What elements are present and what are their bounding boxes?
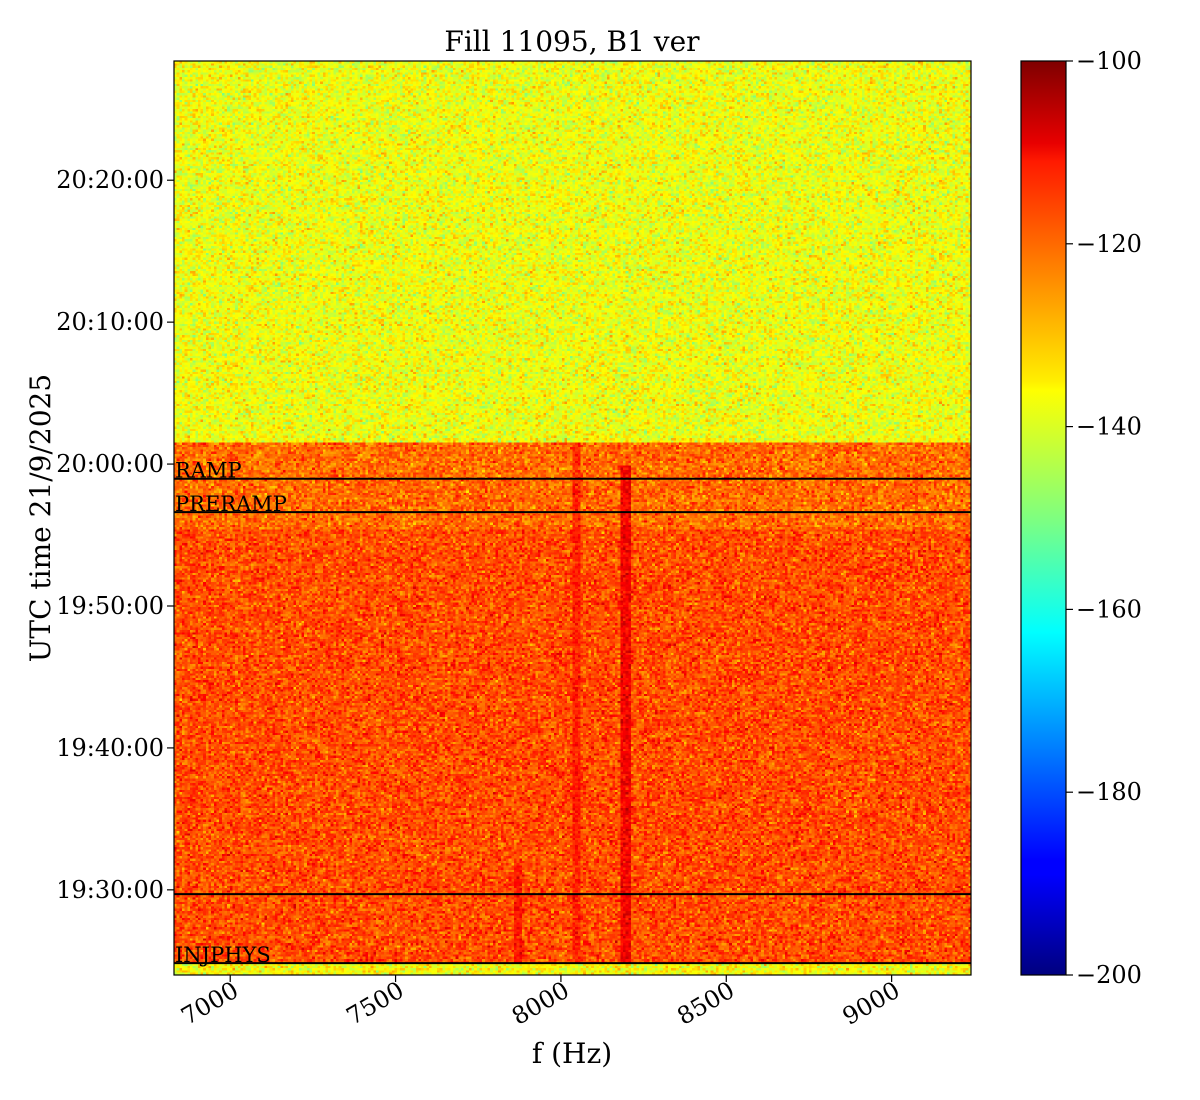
- x-tick-label: 8500: [672, 976, 739, 1031]
- colorbar-gradient: [1020, 60, 1067, 976]
- x-tick-label: 7500: [342, 976, 409, 1031]
- colorbar: −100 −120 −140 −160 −180 −200: [1020, 47, 1142, 989]
- y-tick-label: 20:10:00: [56, 308, 164, 336]
- x-tick-label: 7000: [176, 976, 243, 1031]
- y-tick-label: 19:30:00: [56, 876, 164, 904]
- y-tick-label: 20:00:00: [56, 450, 164, 478]
- x-tick-label: 8000: [507, 976, 574, 1031]
- x-axis-label: f (Hz): [532, 1037, 612, 1070]
- plot-frame: [173, 60, 972, 976]
- colorbar-tick-label: −180: [1076, 778, 1142, 806]
- event-label: INJPHYS: [175, 943, 271, 967]
- y-tick-label: 20:20:00: [56, 166, 164, 194]
- colorbar-tick-label: −100: [1076, 47, 1142, 75]
- event-label: PRERAMP: [175, 492, 287, 516]
- heatmap-image: [174, 61, 971, 975]
- chart-title: Fill 11095, B1 ver: [444, 25, 700, 58]
- event-markers: RAMP PRERAMP INJPHYS: [174, 459, 971, 967]
- y-axis-label: UTC time 21/9/2025: [24, 374, 57, 662]
- colorbar-tick-label: −200: [1076, 961, 1142, 989]
- colorbar-tick-label: −160: [1076, 595, 1142, 623]
- y-axis-ticks: 19:30:00 19:40:00 19:50:00 20:00:00 20:10:00…: [56, 166, 174, 904]
- colorbar-tick-label: −140: [1076, 413, 1142, 441]
- plot-area: RAMP PRERAMP INJPHYS: [174, 61, 971, 975]
- colorbar-tick-label: −120: [1076, 230, 1142, 258]
- x-tick-label: 9000: [838, 976, 905, 1031]
- x-axis-ticks: 7000 7500 8000 8500 9000: [176, 975, 905, 1031]
- y-tick-label: 19:40:00: [56, 734, 164, 762]
- event-label: RAMP: [175, 459, 242, 483]
- y-tick-label: 19:50:00: [56, 592, 164, 620]
- colorbar-ticks: −100 −120 −140 −160 −180 −200: [1066, 47, 1142, 989]
